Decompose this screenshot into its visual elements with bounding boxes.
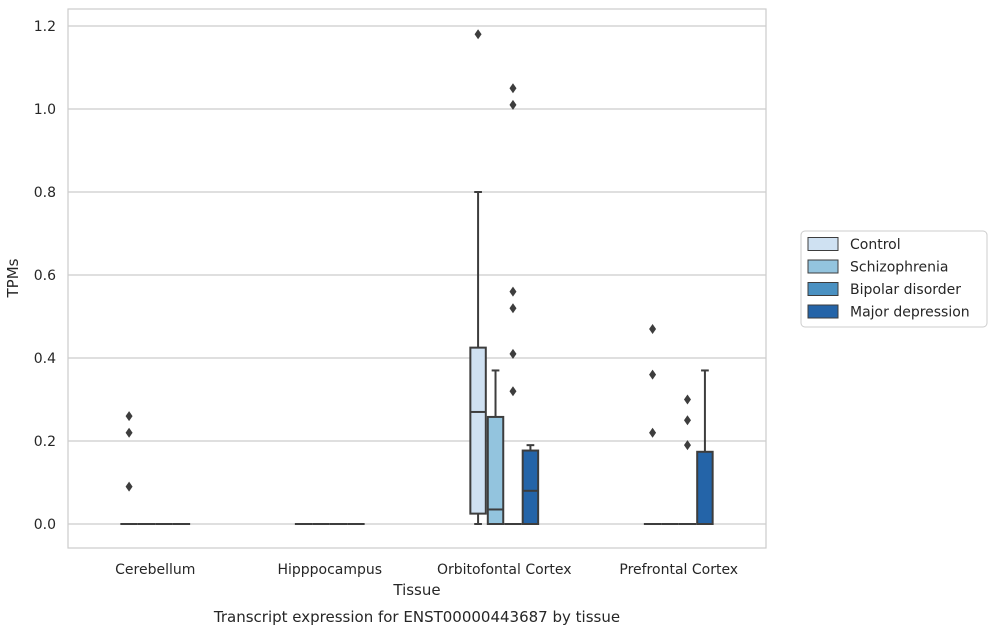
box-body	[521, 449, 540, 526]
outlier-point	[683, 440, 691, 451]
x-tick-label: Orbitofontal Cortex	[437, 562, 572, 578]
outlier-point	[509, 386, 517, 397]
box-body	[486, 415, 505, 525]
box-schizophrenia	[486, 369, 505, 525]
y-tick-label: 0.6	[34, 268, 56, 284]
legend-label: Bipolar disorder	[850, 282, 961, 298]
outlier-point	[509, 83, 517, 94]
boxes-layer	[120, 29, 714, 526]
y-tick-label: 1.2	[34, 19, 56, 35]
legend-frame	[800, 230, 988, 328]
outlier-point	[683, 415, 691, 426]
box-body	[696, 450, 714, 526]
legend-label: Major depression	[850, 305, 970, 321]
y-tick-label: 0.0	[34, 517, 56, 533]
x-tick-label: Hipppocampus	[277, 562, 382, 578]
outlier-point	[509, 348, 517, 359]
outlier-point	[509, 286, 517, 297]
legend-swatch	[807, 237, 839, 251]
y-tick-label: 0.2	[34, 434, 56, 450]
y-axis-label: TPMs	[4, 258, 22, 298]
outlier-point	[649, 323, 657, 334]
plot-area-frame	[67, 8, 767, 549]
x-axis-label: Tissue	[392, 581, 440, 599]
outlier-point	[509, 303, 517, 314]
x-tick-labels: Cerebellum Hipppocampus Orbitofontal Corte…	[115, 562, 738, 578]
legend-swatch	[807, 304, 839, 319]
legend-swatch	[807, 259, 839, 274]
box-body	[469, 346, 487, 515]
outlier-point	[125, 427, 133, 438]
box-major-depression	[696, 369, 714, 526]
outlier-point	[125, 411, 133, 422]
chart-caption: Transcript expression for ENST0000044368…	[213, 608, 620, 626]
box-control	[469, 29, 487, 525]
outlier-point	[683, 394, 691, 405]
box-bipolar-disorder	[678, 394, 697, 526]
y-tick-label: 1.0	[34, 102, 56, 118]
y-tick-label: 0.4	[34, 351, 56, 367]
box-major-depression	[521, 444, 540, 526]
outlier-point	[509, 99, 517, 110]
legend-label: Schizophrenia	[850, 260, 948, 276]
box-bipolar-disorder	[504, 83, 522, 526]
outlier-point	[474, 29, 482, 40]
x-tick-label: Prefrontal Cortex	[619, 562, 738, 578]
y-tick-labels: 0.0 0.2 0.4 0.6 0.8 1.0 1.2	[34, 19, 56, 533]
outlier-point	[649, 427, 657, 438]
gridlines	[68, 25, 766, 525]
outlier-point	[649, 369, 657, 380]
legend-swatch	[807, 282, 839, 296]
box-control	[643, 323, 662, 526]
legend: Control Schizophrenia Bipolar disorder Majo…	[800, 230, 988, 328]
outlier-point	[125, 481, 133, 492]
y-tick-label: 0.8	[34, 185, 56, 201]
x-tick-label: Cerebellum	[115, 562, 195, 578]
box-control	[120, 411, 138, 526]
legend-label: Control	[850, 237, 901, 253]
